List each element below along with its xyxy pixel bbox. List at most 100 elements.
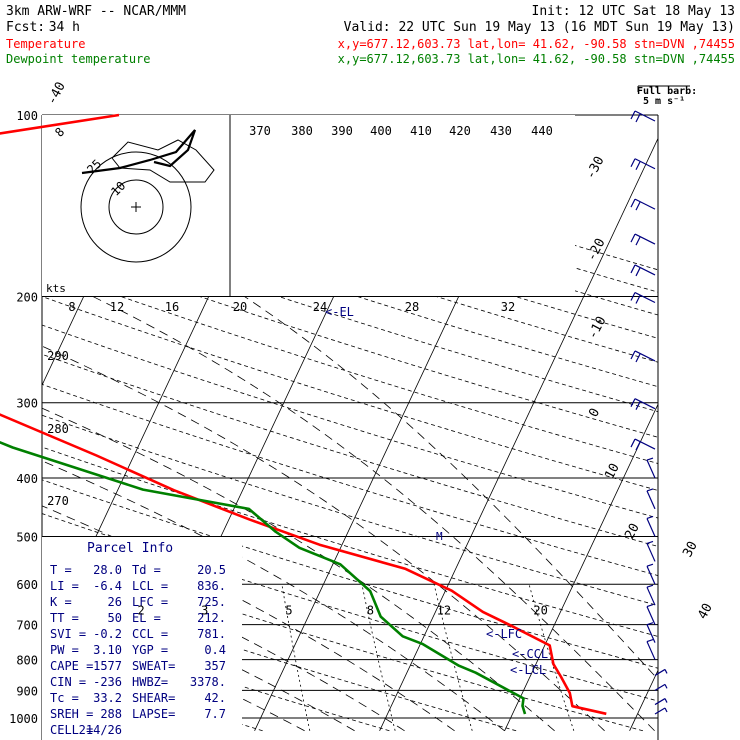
barb-feather [664,684,668,689]
pressure-tick-label: 800 [16,654,38,668]
barb-feather [635,353,641,363]
barb-feather [630,233,636,243]
barb-feather [630,264,636,274]
barb-feather [635,401,641,410]
speed-tick-labels: 8 12 16 20 24 28 32 [68,300,515,314]
barb-feather [646,584,654,588]
marker-m: M [436,530,443,543]
mixing-ratio-label: 12 [437,604,451,618]
barb-feather [635,113,641,123]
speed-tick-label: 8 [68,300,75,314]
axis-labels: 1002003004005006007008009001000-80-70-60… [9,80,716,726]
dewpoint-profile [0,441,527,715]
barb-feather [646,563,654,567]
temperature-series-label: Temperature [6,37,85,51]
barb-shaft [646,606,656,625]
wind-barb [630,233,656,246]
hodograph-trace [81,129,197,175]
barb-shaft [634,158,656,170]
forecast-label: Fcst: [6,20,45,35]
barb-feather [635,441,641,451]
soundings [0,113,607,716]
isotherm [504,403,658,731]
dry-adiabat [42,296,658,491]
el-marker: <-EL [325,305,354,319]
wind-barb [630,110,656,123]
hodograph-ring-outer [80,151,192,263]
parcel-info-cell: 3378. [190,675,226,689]
barb-shaft [646,586,656,606]
barb-feather [630,110,636,120]
speed-tick-label: 16 [165,300,179,314]
moist-adiabat [42,460,505,732]
barb-feather [635,161,641,171]
theta-label: 370 [249,124,271,138]
parcel-info-cell: 212. [197,611,226,625]
theta-label: 430 [490,124,512,138]
theta-left-label: 280 [47,422,69,436]
forecast-hours: 34 h [49,20,80,35]
temperature-station-info: x,y=677.12,603.73 lat,lon= 41.62, -90.58… [338,37,735,51]
barb-feather [646,540,654,545]
lcl-marker: <-LCL [510,663,546,677]
barb-shaft [646,490,656,510]
barb-shaft [646,565,656,585]
parcel-info-cell: CIN = [50,675,86,689]
barb-feather [630,292,636,301]
wind-barb [630,158,656,171]
barb-feather [630,398,636,407]
wind-barb [646,488,656,510]
wind-barb [654,698,668,706]
theta-label: 440 [531,124,553,138]
barb-feather [635,267,641,277]
parcel-info-cell: EL = [132,611,161,625]
pressure-tick-label: 300 [16,397,38,411]
barb-shaft [634,398,656,410]
pressure-tick-label: 1000 [9,712,38,726]
parcel-info-cell: -0.2 [93,627,122,641]
parcel-info-cell: 1577 [93,659,122,673]
parcel-info-cell: LCL = [132,579,168,593]
parcel-info-cell: YGP = [132,643,168,657]
parcel-info-background [42,537,242,740]
parcel-info-cell: LI = [50,579,79,593]
barb-shaft [654,683,666,691]
barb-shaft [634,264,656,276]
wind-barb [646,515,656,537]
theta-label: 380 [291,124,313,138]
barb-feather [630,158,636,168]
wind-barb [654,683,668,691]
parcel-info-cell: LFC = [132,595,168,609]
barb-shaft [646,543,656,562]
barb-shaft [634,110,656,122]
parcel-info-cell: 50 [108,611,122,625]
wind-barb [630,291,656,304]
mixing-ratio-line [528,584,575,731]
pressure-tick-label: 200 [16,291,38,305]
barb-legend-value: 5 m s⁻¹ [643,96,685,107]
parcel-info-cell: 7.7 [204,707,226,721]
parcel-info-cell: 214/26 [79,723,122,737]
mixing-ratio-line [433,584,473,731]
barb-shaft [634,291,656,304]
parcel-info-cell: SHEAR= [132,691,175,705]
parcel-info-cell: K = [50,595,72,609]
pressure-tick-label: 600 [16,578,38,592]
parcel-info-cell: 26 [108,595,122,609]
wind-barb [646,638,656,660]
speed-tick-label: 24 [313,300,327,314]
mixing-ratio-label: 20 [533,604,547,618]
wind-barbs [630,110,668,715]
speed-tick-label: 20 [233,300,247,314]
parcel-info-cell: T = [50,563,72,577]
parcel-info-cell: TT = [50,611,79,625]
theta-left-label: 290 [47,349,69,363]
dewpoint-station-info: x,y=677.12,603.73 lat,lon= 41.62, -90.58… [338,52,735,66]
parcel-info-cell: 836. [197,579,226,593]
pressure-tick-label: 500 [16,530,38,544]
parcel-info-cell: SVI = [50,627,86,641]
dewpoint-series-label: Dewpoint temperature [6,52,151,66]
pressure-tick-label: 900 [16,684,38,698]
parcel-info-cell: CCL = [132,627,168,641]
mixing-ratio-label: 3 [201,604,208,618]
